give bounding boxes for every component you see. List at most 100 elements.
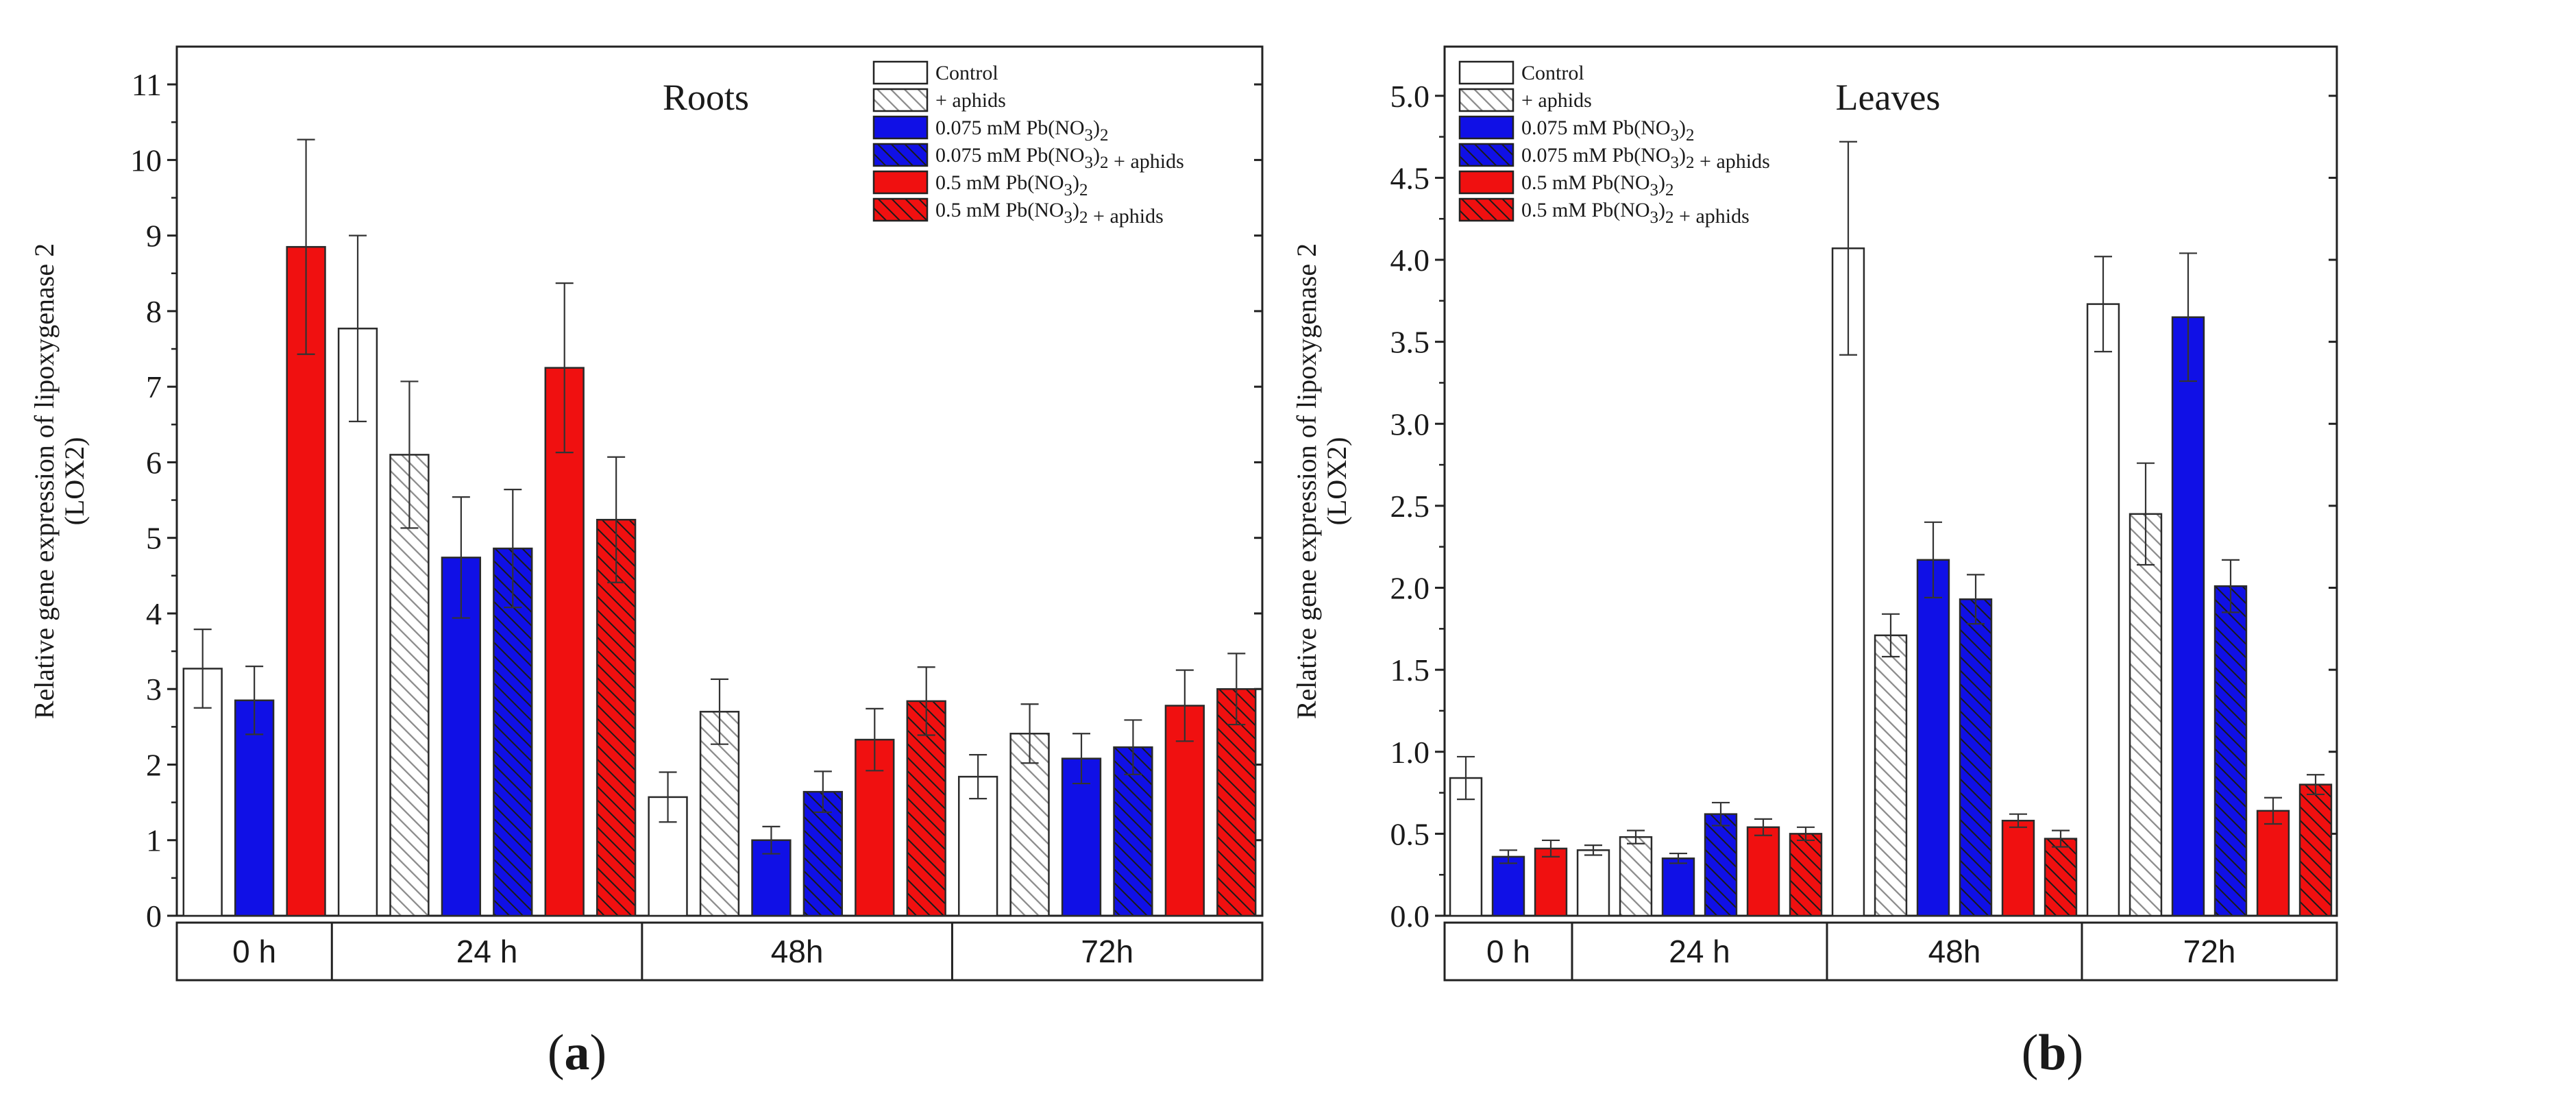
y-tick-label: 7: [146, 369, 162, 404]
y-tick-label: 11: [132, 67, 162, 102]
legend-swatch: [872, 115, 929, 140]
legend-swatch: [1458, 115, 1514, 140]
y-tick-label: 2: [146, 747, 162, 782]
category-label: 48h: [771, 934, 824, 969]
bar: [1449, 777, 1483, 917]
legend-label: 0.5 mM Pb(NO3)2: [1521, 171, 1674, 199]
legend-label: 0.075 mM Pb(NO3)2: [1521, 117, 1695, 145]
category-row: [175, 921, 1264, 982]
y-tick-label: 1.0: [1390, 735, 1430, 770]
legend-swatch: [1458, 197, 1514, 222]
legend-swatch: [872, 197, 929, 222]
legend-label: + aphids: [1521, 89, 1592, 112]
bar: [234, 699, 275, 917]
y-tick-label: 0.0: [1390, 899, 1430, 934]
category-label: 48h: [1928, 934, 1981, 969]
y-tick-label: 1: [146, 823, 162, 858]
bar: [337, 328, 378, 917]
chart-panel-roots: 0 1 2 3 4 5 6 7 8 9 10 11 Relative gene expression o…: [29, 45, 1264, 1081]
category-label: 0 h: [232, 934, 276, 969]
bar: [2086, 303, 2120, 917]
legend-label: 0.5 mM Pb(NO3)2 + aphids: [935, 199, 1164, 228]
y-tick-label: 2.5: [1390, 489, 1430, 524]
category-label: 0 h: [1486, 934, 1530, 969]
y-axis-label-line1: Relative gene expression of lipoxygenase…: [29, 243, 60, 719]
y-tick-label: 9: [146, 219, 162, 254]
legend-swatch: [1458, 143, 1514, 167]
legend-swatch: [1458, 60, 1514, 85]
bar: [1959, 598, 1993, 917]
legend-swatch: [1458, 170, 1514, 195]
y-tick-label: 1.5: [1390, 653, 1430, 688]
legend-label: 0.075 mM Pb(NO3)2 + aphids: [1521, 144, 1770, 173]
y-tick-label: 4: [146, 596, 162, 631]
bar: [2256, 810, 2290, 917]
category-label: 72h: [1081, 934, 1133, 969]
y-tick-label: 0: [146, 899, 162, 934]
panel-label: (a): [548, 1025, 606, 1081]
chart-title: Leaves: [1836, 77, 1941, 118]
y-tick-label: 3.0: [1390, 406, 1430, 441]
bar: [2298, 783, 2333, 917]
legend: Control + aphids 0.075 mM Pb(NO3)20.075 mM…: [1458, 60, 1770, 228]
legend-label: Control: [1521, 62, 1584, 84]
bar: [2001, 819, 2035, 917]
y-tick-label: 10: [130, 143, 162, 178]
y-tick-label: 5: [146, 521, 162, 556]
bar: [389, 454, 430, 917]
legend-swatch: [872, 143, 929, 167]
bar: [1746, 826, 1780, 917]
legend-label: Control: [935, 62, 998, 84]
legend-label: + aphids: [935, 89, 1006, 112]
bar: [1491, 855, 1525, 917]
bar: [1916, 559, 1950, 917]
bar: [2171, 316, 2205, 917]
legend-label: 0.5 mM Pb(NO3)2 + aphids: [1521, 199, 1750, 228]
bar: [596, 518, 637, 917]
legend: Control + aphids 0.075 mM Pb(NO3)20.075 mM…: [872, 60, 1184, 228]
y-axis-label-line2: (LOX2): [1321, 437, 1352, 526]
y-axis-label: Relative gene expression of lipoxygenase…: [1291, 243, 1352, 719]
y-tick-label: 0.5: [1390, 816, 1430, 851]
bar: [1874, 634, 1908, 917]
chart-panel-leaves: 0.0 0.5 1.0 1.5 2.0 2.5 3.0 3.5 4.0 4.5 5.0 Relativ…: [1291, 45, 2338, 1081]
bar: [1216, 688, 1257, 917]
panel-label: (b): [2022, 1025, 2083, 1081]
bar: [1576, 849, 1610, 917]
bar: [1534, 847, 1568, 917]
y-tick-label: 4.0: [1390, 243, 1430, 278]
category-row: [1443, 921, 2338, 982]
bar: [2044, 838, 2078, 917]
legend-label: 0.075 mM Pb(NO3)2 + aphids: [935, 144, 1184, 173]
bar: [1831, 247, 1865, 917]
legend-swatch: [1458, 88, 1514, 112]
bar: [544, 367, 585, 917]
bar: [493, 547, 533, 917]
bar: [699, 711, 740, 917]
y-axis-label-line2: (LOX2): [59, 437, 90, 526]
chart-title: Roots: [663, 77, 749, 118]
bar: [1704, 813, 1738, 917]
bar: [1661, 857, 1695, 917]
bar: [182, 668, 223, 917]
y-axis-label-line1: Relative gene expression of lipoxygenase…: [1291, 243, 1322, 719]
bar: [1619, 836, 1653, 917]
bar: [2129, 513, 2163, 917]
category-label: 72h: [2183, 934, 2236, 969]
y-tick-label: 8: [146, 294, 162, 329]
y-tick-label: 2.0: [1390, 571, 1430, 606]
y-tick-label: 6: [146, 445, 162, 480]
legend-swatch: [872, 60, 929, 85]
legend-swatch: [872, 88, 929, 112]
legend-swatch: [872, 170, 929, 195]
bar: [1164, 705, 1205, 917]
y-axis-label: Relative gene expression of lipoxygenase…: [29, 243, 90, 719]
bar: [2213, 585, 2248, 917]
y-tick-label: 4.5: [1390, 160, 1430, 195]
category-label: 24 h: [1669, 934, 1730, 969]
category-label: 24 h: [456, 934, 518, 969]
y-tick-label: 5.0: [1390, 79, 1430, 114]
y-tick-label: 3.5: [1390, 325, 1430, 360]
